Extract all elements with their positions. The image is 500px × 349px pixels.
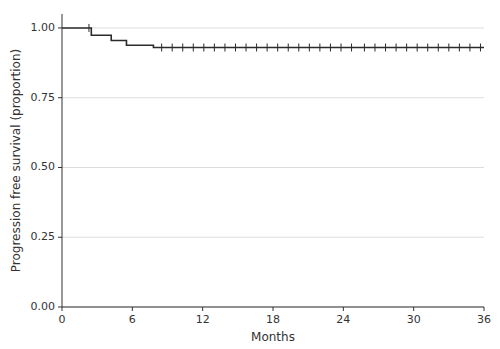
x-tick xyxy=(62,307,63,311)
censor-mark xyxy=(193,43,194,51)
chart: 0.00 0.25 0.50 0.75 1.00 0 6 12 18 24 30 36 Months Pr… xyxy=(0,0,500,349)
x-tick xyxy=(413,307,414,311)
censor-mark xyxy=(277,43,278,51)
censor-mark xyxy=(480,43,481,51)
censor-mark xyxy=(459,43,460,51)
x-tick-label: 18 xyxy=(266,313,280,326)
censor-mark xyxy=(246,43,247,51)
data xyxy=(62,24,484,52)
censor-mark xyxy=(438,43,439,51)
y-tick xyxy=(58,167,62,168)
grid xyxy=(62,28,484,307)
x-axis-line xyxy=(62,307,484,308)
censor-mark xyxy=(267,43,268,51)
censor-mark xyxy=(172,43,173,51)
censor-mark xyxy=(417,43,418,51)
km-curve xyxy=(62,28,484,48)
censor-mark xyxy=(396,43,397,51)
x-tick-label: 30 xyxy=(407,313,421,326)
censor-mark xyxy=(364,43,365,51)
x-axis-label: Months xyxy=(251,330,295,344)
censor-mark xyxy=(203,43,204,51)
grid-line xyxy=(62,307,484,308)
y-axis-label: Progression free survival (proportion) xyxy=(9,49,23,272)
y-tick-label: 0.25 xyxy=(31,230,56,243)
x-tick xyxy=(273,307,274,311)
censor-mark xyxy=(319,43,320,51)
censor-mark xyxy=(182,43,183,51)
axes: 0.00 0.25 0.50 0.75 1.00 0 6 12 18 24 30 36 xyxy=(31,14,492,326)
censor-mark xyxy=(161,43,162,51)
y-tick xyxy=(58,237,62,238)
censor-mark xyxy=(88,24,89,32)
grid-line xyxy=(62,97,484,98)
censor-mark xyxy=(385,43,386,51)
censor-mark xyxy=(330,43,331,51)
censor-mark xyxy=(214,43,215,51)
censor-mark xyxy=(298,43,299,51)
y-tick xyxy=(58,307,62,308)
censor-mark xyxy=(351,43,352,51)
censor-mark xyxy=(256,43,257,51)
x-tick-label: 24 xyxy=(336,313,350,326)
x-tick xyxy=(484,307,485,311)
y-tick-label: 0.75 xyxy=(31,91,56,104)
censor-mark xyxy=(469,43,470,51)
y-tick-label: 0.00 xyxy=(31,300,56,313)
y-tick xyxy=(58,97,62,98)
censor-mark xyxy=(406,43,407,51)
x-tick-label: 12 xyxy=(196,313,210,326)
page: {"chart_data": { "type": "line", "xlabel… xyxy=(0,0,500,349)
grid-line xyxy=(62,237,484,238)
grid-line xyxy=(62,167,484,168)
y-tick xyxy=(58,27,62,28)
x-tick xyxy=(202,307,203,311)
y-tick-label: 1.00 xyxy=(31,21,56,34)
grid-line xyxy=(62,27,484,28)
censor-mark xyxy=(340,43,341,51)
censor-mark xyxy=(448,43,449,51)
censor-mark xyxy=(235,43,236,51)
censor-mark xyxy=(288,43,289,51)
censor-mark xyxy=(309,43,310,51)
x-tick xyxy=(132,307,133,311)
censor-mark xyxy=(374,43,375,51)
x-tick-label: 36 xyxy=(477,313,491,326)
x-tick-label: 0 xyxy=(59,313,66,326)
censor-mark xyxy=(427,43,428,51)
y-tick-label: 0.50 xyxy=(31,160,56,173)
censor-mark xyxy=(224,43,225,51)
x-tick-label: 6 xyxy=(129,313,136,326)
y-axis-line xyxy=(62,14,63,307)
x-tick xyxy=(343,307,344,311)
